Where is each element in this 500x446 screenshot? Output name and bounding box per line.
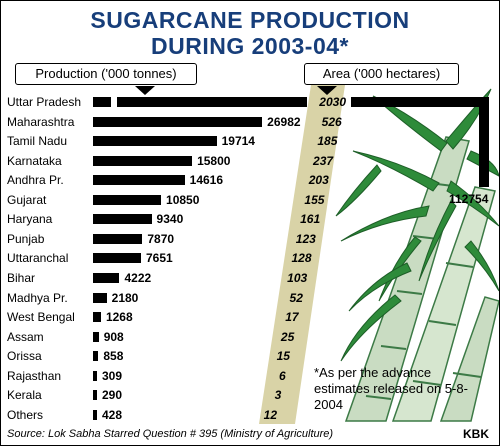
category-label: Andhra Pr.: [7, 173, 64, 188]
area-value-label: 123: [295, 231, 316, 246]
category-label: Madhya Pr.: [7, 290, 68, 305]
production-bar: [93, 351, 99, 362]
area-value-label: 12: [263, 407, 277, 422]
production-bar: [93, 409, 97, 420]
production-value-label: 26982: [267, 114, 301, 129]
production-bar: [351, 97, 486, 107]
category-label: Rajasthan: [7, 368, 62, 383]
category-label: Others: [7, 407, 44, 422]
category-label: West Bengal: [7, 310, 75, 325]
category-label: Uttaranchal: [7, 251, 69, 266]
category-label: Haryana: [7, 212, 53, 227]
production-bar: [93, 194, 162, 205]
area-value-label: 185: [317, 134, 338, 149]
category-label: Bihar: [7, 270, 36, 285]
production-bar: [93, 390, 97, 401]
production-value-label: 19714: [221, 134, 255, 149]
production-bar: [93, 233, 143, 244]
production-value-label: 14616: [189, 173, 224, 188]
production-value-label: 7870: [147, 231, 175, 246]
production-value-label: 9340: [156, 212, 184, 227]
area-value-label: 103: [287, 270, 308, 285]
production-bar: [93, 292, 107, 303]
production-value-label: 10850: [166, 192, 200, 207]
production-value-label: 2180: [111, 290, 139, 305]
production-bar: [93, 175, 185, 186]
area-column-band: [259, 85, 345, 424]
production-bar: [93, 272, 120, 283]
chart-title-line-1: SUGARCANE PRODUCTION: [90, 7, 410, 33]
area-value-label: 203: [308, 173, 329, 188]
area-value-label: 52: [289, 290, 303, 305]
production-value-label: 1268: [105, 310, 133, 325]
production-bar: [93, 312, 101, 323]
production-bar: [93, 116, 263, 127]
production-bar: [479, 97, 489, 187]
area-value-label: 17: [285, 310, 299, 325]
area-value-label: 128: [291, 251, 312, 266]
production-bar: [93, 97, 111, 107]
production-bar: [93, 370, 97, 381]
production-bar: [93, 136, 217, 147]
production-value-label: 908: [103, 329, 124, 344]
category-label: Uttar Pradesh: [7, 95, 82, 109]
artist-credit: KBK: [463, 427, 489, 441]
production-header-pointer: [135, 86, 155, 95]
production-header: Production ('000 tonnes): [15, 63, 197, 85]
category-label: Karnataka: [7, 153, 62, 168]
area-value-label: 526: [321, 114, 342, 129]
chart-title-line-2: DURING 2003-04*: [151, 33, 349, 59]
area-value-label: 15: [276, 349, 290, 364]
category-label: Kerala: [7, 388, 42, 403]
area-value-label: 2030: [319, 95, 346, 109]
production-bar: [117, 97, 307, 107]
source-line: Source: Lok Sabha Starred Question # 395…: [7, 428, 334, 440]
category-label: Tamil Nadu: [7, 134, 68, 149]
area-header-pointer: [317, 86, 337, 95]
category-label: Gujarat: [7, 192, 47, 207]
area-value-label: 237: [313, 153, 334, 168]
production-value-label: 15800: [197, 153, 231, 168]
area-value-label: 3: [274, 388, 282, 403]
production-bar: [93, 155, 193, 166]
category-label: Orissa: [7, 349, 42, 364]
production-value-label: 309: [102, 368, 123, 383]
production-value-label: 428: [102, 407, 123, 422]
category-label: Assam: [7, 329, 44, 344]
production-value-label: 858: [103, 349, 124, 364]
production-value-label: 112754: [449, 192, 489, 206]
production-value-label: 7651: [145, 251, 173, 266]
area-value-label: 6: [278, 368, 286, 383]
production-bar: [93, 331, 99, 342]
header-pointers: [135, 86, 337, 95]
category-label: Punjab: [7, 231, 45, 246]
area-value-label: 161: [300, 212, 321, 227]
production-value-label: 4222: [124, 270, 152, 285]
production-bar: [93, 253, 141, 264]
production-bar: [93, 214, 152, 225]
footnote: *As per the advance estimates released o…: [314, 365, 468, 412]
category-label: Maharashtra: [7, 114, 75, 129]
production-value-label: 290: [102, 388, 123, 403]
area-header: Area ('000 hectares): [304, 63, 459, 85]
area-value-label: 25: [280, 329, 295, 344]
area-value-label: 155: [304, 192, 325, 207]
